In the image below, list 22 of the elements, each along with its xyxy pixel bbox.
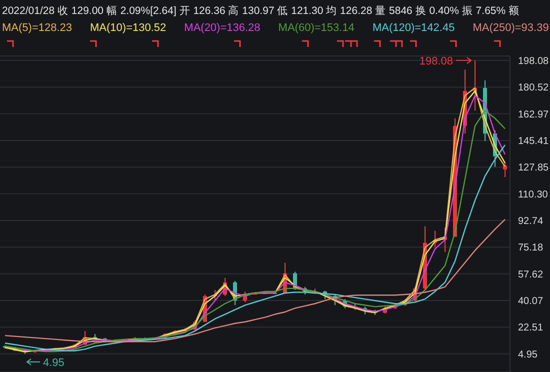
y-tick-label: 162.97 <box>518 109 550 120</box>
text: MA(10)=130.52 <box>90 22 166 34</box>
text: MA(250)=93.39 <box>472 22 549 34</box>
y-tick-label: 145.41 <box>518 136 550 148</box>
y-tick-label: 92.74 <box>518 216 544 228</box>
y-tick-label: 75.18 <box>518 242 544 254</box>
text: MA(60)=153.14 <box>278 22 354 34</box>
y-tick-label: 40.07 <box>518 296 544 308</box>
y-tick-label: 127.85 <box>518 162 550 174</box>
annotation: 4.95 <box>43 356 64 369</box>
text: MA(120)=142.45 <box>372 22 455 34</box>
y-tick-label: 4.95 <box>518 349 538 360</box>
text: MA(5)=128.23 <box>2 22 72 34</box>
chart-title: 2022/01/28 收 129.00 幅 2.09%[2.64] 开 126.36 高 130.97 低 121.30 均 126.28 量 5846 换 0.40% 振 7.65% 额 <box>2 4 520 18</box>
y-tick-label: 57.62 <box>518 269 544 280</box>
y-tick-label: 180.52 <box>518 82 550 94</box>
annotation: 198.08 <box>419 55 453 68</box>
text: MA(20)=136.28 <box>184 22 260 34</box>
y-tick-label: 198.08 <box>518 56 550 67</box>
y-tick-label: 22.51 <box>518 322 544 334</box>
candlestick <box>503 162 507 178</box>
y-tick-label: 110.30 <box>518 189 548 200</box>
